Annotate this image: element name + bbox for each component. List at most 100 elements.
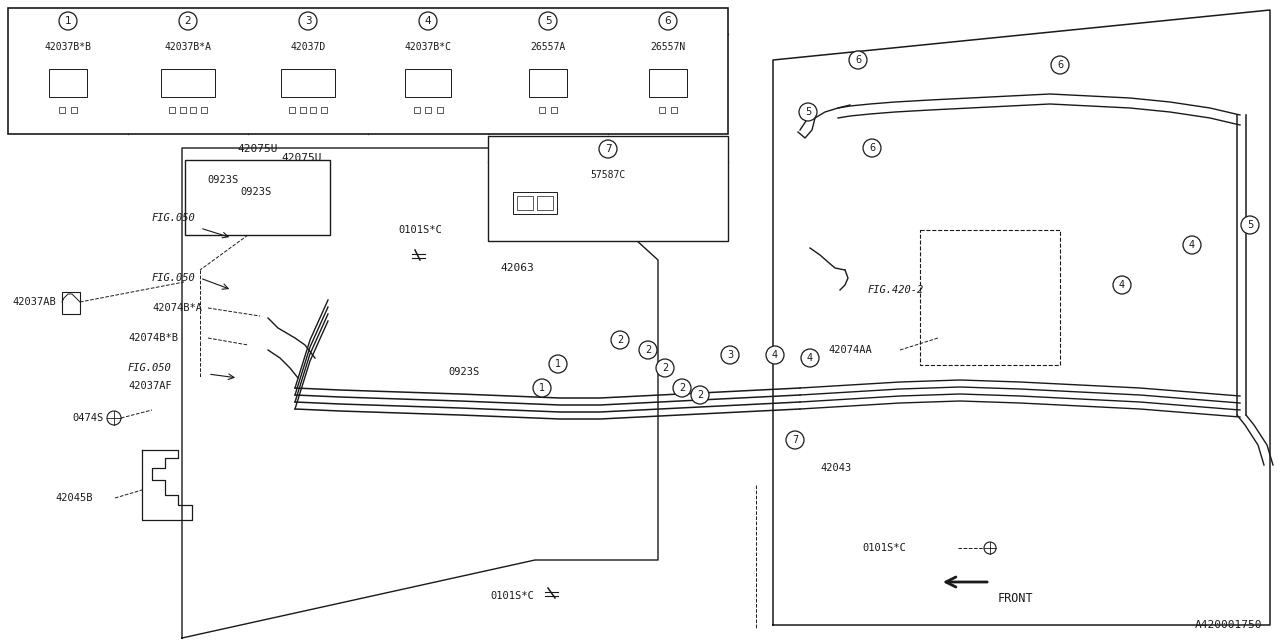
Circle shape xyxy=(786,431,804,449)
Bar xyxy=(201,107,207,113)
Text: 57587C: 57587C xyxy=(590,170,626,180)
Bar xyxy=(300,107,306,113)
Bar xyxy=(517,196,532,210)
Circle shape xyxy=(179,12,197,30)
Bar xyxy=(413,107,420,113)
Text: FIG.420-2: FIG.420-2 xyxy=(868,285,924,295)
Circle shape xyxy=(721,346,739,364)
Text: 2: 2 xyxy=(617,335,623,345)
Circle shape xyxy=(639,341,657,359)
Text: 0101S*C: 0101S*C xyxy=(490,591,534,601)
Bar xyxy=(8,8,728,134)
Circle shape xyxy=(599,140,617,158)
Text: 42043: 42043 xyxy=(820,463,851,473)
Text: 3: 3 xyxy=(305,16,311,26)
Text: 1: 1 xyxy=(539,383,545,393)
Circle shape xyxy=(691,386,709,404)
Bar xyxy=(552,107,557,113)
Bar xyxy=(321,107,328,113)
Circle shape xyxy=(539,12,557,30)
Text: 4: 4 xyxy=(1119,280,1125,290)
Text: 1: 1 xyxy=(556,359,561,369)
Text: 42075U: 42075U xyxy=(282,153,323,163)
Text: 2: 2 xyxy=(184,16,191,26)
Bar xyxy=(671,107,677,113)
Text: 26557A: 26557A xyxy=(530,42,566,52)
Text: 0474S: 0474S xyxy=(72,413,104,423)
Circle shape xyxy=(300,12,317,30)
Circle shape xyxy=(765,346,785,364)
Circle shape xyxy=(801,349,819,367)
Text: 6: 6 xyxy=(869,143,876,153)
Bar xyxy=(49,69,87,97)
Bar xyxy=(513,192,557,214)
Text: 42037AF: 42037AF xyxy=(128,381,172,391)
Circle shape xyxy=(419,12,436,30)
Circle shape xyxy=(611,331,628,349)
Bar xyxy=(282,69,335,97)
Text: 7: 7 xyxy=(792,435,799,445)
Text: 4: 4 xyxy=(806,353,813,363)
Text: 3: 3 xyxy=(727,350,733,360)
Text: 2: 2 xyxy=(662,363,668,373)
Circle shape xyxy=(1114,276,1132,294)
Bar xyxy=(61,292,81,314)
Text: FIG.050: FIG.050 xyxy=(152,213,196,223)
Bar xyxy=(404,69,451,97)
Text: FIG.050: FIG.050 xyxy=(128,363,172,373)
Text: 1: 1 xyxy=(65,16,72,26)
Text: 42037B*C: 42037B*C xyxy=(404,42,452,52)
Text: 5: 5 xyxy=(1247,220,1253,230)
Circle shape xyxy=(1051,56,1069,74)
Text: FIG.050: FIG.050 xyxy=(152,273,196,283)
Text: 2: 2 xyxy=(645,345,652,355)
Text: 42074AA: 42074AA xyxy=(828,345,872,355)
Bar xyxy=(488,136,728,241)
Text: 0923S: 0923S xyxy=(207,175,238,185)
Text: 42074B*A: 42074B*A xyxy=(152,303,202,313)
Text: 4: 4 xyxy=(1189,240,1196,250)
Bar xyxy=(191,107,196,113)
Text: 42037D: 42037D xyxy=(291,42,325,52)
Bar xyxy=(538,196,553,210)
Bar xyxy=(529,69,567,97)
Circle shape xyxy=(673,379,691,397)
Circle shape xyxy=(1183,236,1201,254)
Text: 2: 2 xyxy=(678,383,685,393)
Bar xyxy=(436,107,443,113)
Text: 2: 2 xyxy=(696,390,703,400)
Text: 6: 6 xyxy=(855,55,861,65)
Circle shape xyxy=(799,103,817,121)
Text: 42037B*A: 42037B*A xyxy=(165,42,211,52)
Text: 4: 4 xyxy=(425,16,431,26)
Text: 42037AB: 42037AB xyxy=(12,297,56,307)
Circle shape xyxy=(659,12,677,30)
Text: 0101S*C: 0101S*C xyxy=(398,225,442,235)
Text: 42075U: 42075U xyxy=(237,144,278,154)
Circle shape xyxy=(1242,216,1260,234)
Circle shape xyxy=(849,51,867,69)
Bar xyxy=(186,160,330,235)
Text: 6: 6 xyxy=(664,16,671,26)
Text: 0923S: 0923S xyxy=(448,367,479,377)
Bar xyxy=(59,107,65,113)
Text: 5: 5 xyxy=(805,107,812,117)
Bar xyxy=(289,107,294,113)
Bar xyxy=(72,107,77,113)
Text: 5: 5 xyxy=(545,16,552,26)
Bar xyxy=(311,107,316,113)
Text: 42037B*B: 42037B*B xyxy=(45,42,91,52)
Text: 6: 6 xyxy=(1057,60,1064,70)
Text: A420001750: A420001750 xyxy=(1194,620,1262,630)
Bar xyxy=(539,107,545,113)
Text: FRONT: FRONT xyxy=(998,591,1034,605)
Bar xyxy=(649,69,687,97)
Circle shape xyxy=(549,355,567,373)
Text: 42074B*B: 42074B*B xyxy=(128,333,178,343)
Text: 42045B: 42045B xyxy=(55,493,92,503)
Circle shape xyxy=(657,359,675,377)
Text: 0101S*C: 0101S*C xyxy=(861,543,906,553)
Text: 42063: 42063 xyxy=(500,263,534,273)
Bar xyxy=(425,107,431,113)
Bar xyxy=(179,107,186,113)
